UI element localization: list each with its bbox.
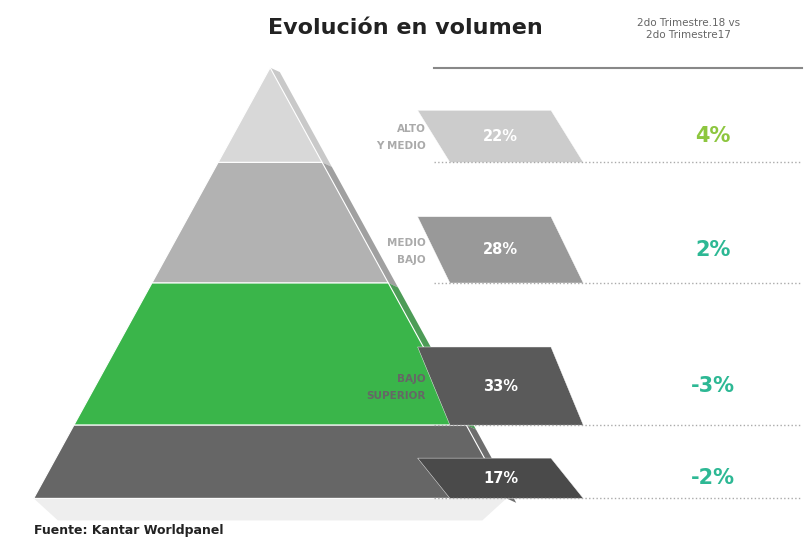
Text: 22%: 22% <box>483 129 518 144</box>
Text: INFERIOR: INFERIOR <box>370 483 426 493</box>
Text: 2do Trimestre.18 vs
2do Trimestre17: 2do Trimestre.18 vs 2do Trimestre17 <box>637 18 740 40</box>
Polygon shape <box>270 68 332 167</box>
Polygon shape <box>466 425 517 503</box>
Polygon shape <box>322 163 398 287</box>
Text: BAJO: BAJO <box>397 466 426 476</box>
Polygon shape <box>418 110 583 163</box>
Text: 28%: 28% <box>483 243 518 258</box>
Polygon shape <box>34 425 507 498</box>
Polygon shape <box>218 68 322 163</box>
Polygon shape <box>418 347 583 425</box>
Text: ALTO: ALTO <box>397 124 426 134</box>
Text: SUPERIOR: SUPERIOR <box>367 391 426 401</box>
Polygon shape <box>418 458 583 498</box>
Text: 33%: 33% <box>483 379 518 393</box>
Text: 17%: 17% <box>483 471 518 486</box>
Text: BAJO: BAJO <box>397 374 426 384</box>
Text: Evolución en volumen: Evolución en volumen <box>268 18 543 38</box>
Text: -2%: -2% <box>691 468 735 488</box>
Polygon shape <box>388 283 476 430</box>
Polygon shape <box>74 283 466 425</box>
Text: -3%: -3% <box>691 376 735 396</box>
Text: MEDIO: MEDIO <box>387 238 426 248</box>
Polygon shape <box>152 163 388 283</box>
Text: BAJO: BAJO <box>397 255 426 265</box>
Polygon shape <box>34 498 507 521</box>
Text: 4%: 4% <box>695 127 731 147</box>
Text: Y MEDIO: Y MEDIO <box>376 142 426 152</box>
Text: Fuente: Kantar Worldpanel: Fuente: Kantar Worldpanel <box>34 524 223 537</box>
Text: 2%: 2% <box>695 240 731 260</box>
Polygon shape <box>418 216 583 283</box>
